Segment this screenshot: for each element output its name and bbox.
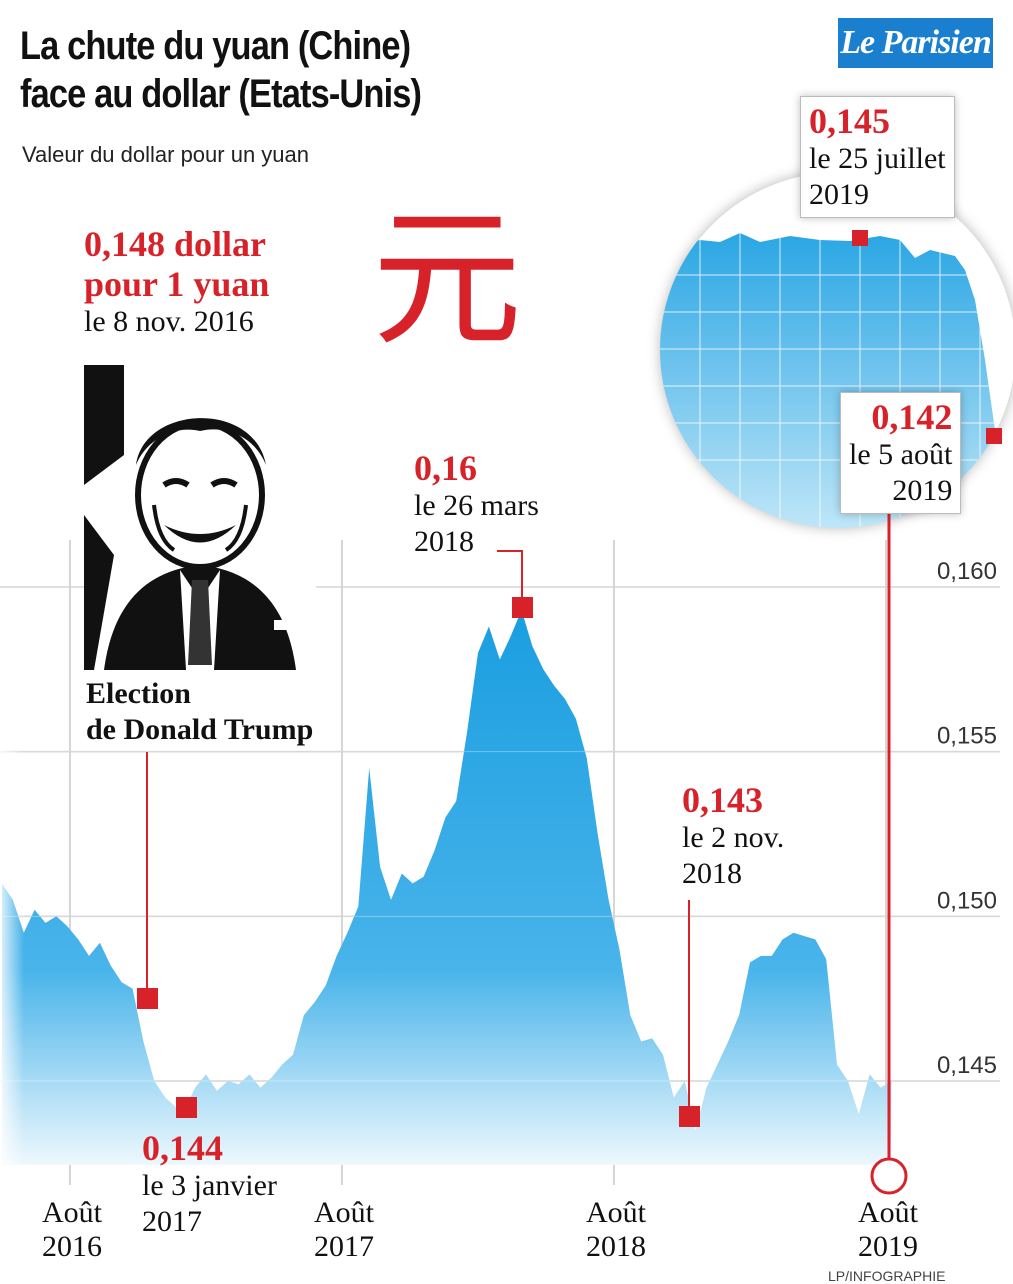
election-caption: Election de Donald Trump	[86, 676, 313, 748]
aug-2019-circle	[870, 1157, 908, 1195]
election-date: le 8 nov. 2016	[84, 305, 254, 338]
high-2018-value: 0,16	[414, 448, 477, 488]
x-tick-label: Août	[314, 1196, 375, 1229]
y-tick-label: 0,150	[937, 887, 997, 914]
yuan-symbol: 元	[372, 193, 523, 367]
title-line-2: face au dollar (Etats-Unis)	[20, 72, 422, 116]
zoom-low-value: 0,142	[871, 397, 953, 437]
zoom-high-date-2: 2019	[809, 178, 869, 211]
credit: LP/INFOGRAPHIE	[828, 1268, 946, 1284]
low-2018-marker	[679, 1106, 700, 1127]
low-2018-annotation: 0,143 le 2 nov. 2018	[682, 780, 784, 892]
zoom-low-date-1: le 5 août	[849, 438, 953, 471]
le-parisien-logo[interactable]: Le Parisien	[838, 18, 993, 68]
low-2018-date-1: le 2 nov.	[682, 821, 785, 854]
high-2018-leader	[497, 550, 523, 607]
low-2017-annotation: 0,144 le 3 janvier 2017	[142, 1128, 277, 1240]
area-layer	[0, 586, 1000, 1180]
x-tick-label: Août	[858, 1196, 919, 1229]
high-2018-marker	[512, 597, 533, 618]
x-tick-label: Août	[42, 1196, 103, 1229]
election-marker	[137, 988, 158, 1009]
low-2018-value: 0,143	[682, 780, 763, 820]
election-caption-1: Election	[86, 677, 191, 710]
election-value: 0,148 dollar	[84, 224, 267, 264]
title-line-1: La chute du yuan (Chine)	[20, 24, 411, 68]
low-2017-value: 0,144	[142, 1128, 223, 1168]
y-tick-label: 0,145	[937, 1052, 997, 1079]
election-value-2: pour 1 yuan	[84, 264, 270, 304]
zoom-high-date-1: le 25 juillet	[809, 142, 946, 175]
zoom-low-date-2: 2019	[892, 474, 953, 507]
high-2018-annotation: 0,16 le 26 mars 2018	[414, 448, 539, 560]
y-tick-label: 0,160	[937, 558, 997, 585]
portrait-image	[84, 365, 316, 670]
zoom-high-annotation: 0,145 le 25 juillet 2019	[800, 96, 955, 218]
x-tick-label-year: 2018	[586, 1230, 646, 1263]
series-area	[2, 610, 892, 1165]
x-tick-label-year: 2019	[858, 1230, 918, 1263]
left-fade	[0, 700, 200, 1180]
high-2018-date-2: 2018	[414, 525, 474, 558]
y-tick-label: 0,155	[937, 723, 997, 750]
x-tick-label: Août	[586, 1196, 647, 1229]
y-axis: 0,160 0,155 0,150 0,145	[937, 558, 997, 1079]
zoom-low-marker	[986, 428, 1002, 444]
trump-photo	[84, 365, 316, 670]
election-caption-2: de Donald Trump	[86, 713, 314, 746]
subtitle: Valeur du dollar pour un yuan	[22, 142, 310, 167]
zoom-high-value: 0,145	[809, 101, 890, 141]
page-title: La chute du yuan (Chine) face au dollar …	[20, 22, 422, 118]
low-2017-date-2: 2017	[142, 1205, 202, 1238]
zoom-low-annotation: 0,142 le 5 août 2019	[840, 392, 962, 514]
x-tick-label-year: 2016	[42, 1230, 102, 1263]
zoom-high-marker	[852, 230, 868, 246]
low-2017-date-1: le 3 janvier	[142, 1169, 277, 1202]
x-tick-label-year: 2017	[314, 1230, 374, 1263]
high-2018-date-1: le 26 mars	[414, 489, 539, 522]
election-annotation: 0,148 dollar pour 1 yuan le 8 nov. 2016	[84, 224, 269, 340]
low-2018-date-2: 2018	[682, 857, 742, 890]
low-2017-marker	[176, 1097, 197, 1118]
